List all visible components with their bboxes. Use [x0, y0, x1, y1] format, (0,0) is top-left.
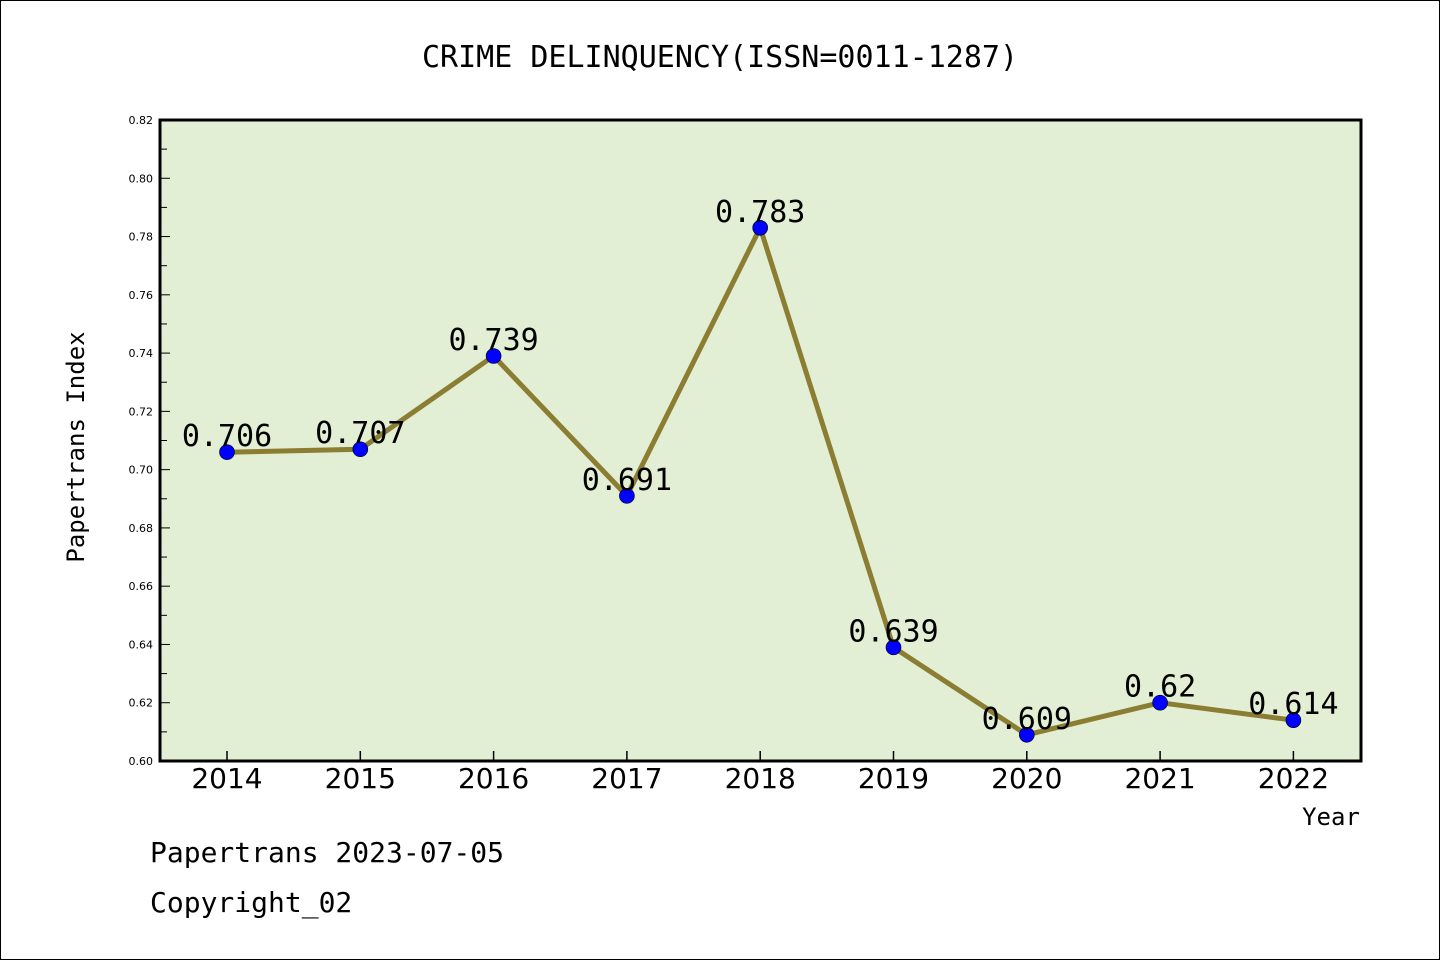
x-axis-label: Year	[1302, 803, 1360, 831]
x-tick-label: 2018	[725, 762, 796, 795]
data-label: 0.62	[1124, 670, 1196, 705]
data-label: 0.609	[982, 702, 1072, 737]
data-points	[219, 220, 1302, 743]
y-tick-label: 0.68	[129, 522, 154, 535]
y-tick-label: 0.74	[129, 347, 154, 360]
data-point	[352, 441, 369, 458]
y-tick-label: 0.78	[129, 231, 154, 244]
y-tick-label: 0.82	[129, 114, 154, 127]
data-point	[752, 220, 769, 236]
y-tick-label: 0.80	[129, 172, 154, 185]
data-label: 0.707	[315, 416, 405, 451]
data-label: 0.614	[1248, 687, 1338, 722]
x-tick-label: 2022	[1258, 762, 1329, 795]
y-tick-label: 0.70	[129, 464, 154, 477]
data-point	[1019, 726, 1035, 743]
y-tick-label: 0.66	[129, 580, 154, 593]
data-point	[1285, 712, 1302, 729]
data-label: 0.691	[582, 463, 672, 498]
data-point	[219, 444, 235, 460]
data-label: 0.706	[182, 419, 272, 454]
data-label: 0.783	[715, 195, 805, 230]
footer-copyright: Copyright_02	[150, 886, 353, 919]
data-label: 0.739	[448, 323, 538, 358]
x-tick-label: 2014	[191, 762, 262, 795]
footer-date: Papertrans 2023-07-05	[150, 836, 505, 869]
x-tick-label: 2015	[325, 762, 396, 795]
data-point	[619, 488, 635, 504]
y-axis: 0.60 0.62 0.64 0.66 0.68 0.70 0.72 0.74 0.76 0.78…	[129, 114, 170, 768]
y-tick-label: 0.72	[129, 405, 154, 418]
y-tick-label: 0.64	[129, 638, 154, 651]
y-tick-label: 0.60	[129, 755, 154, 768]
x-axis: 2014 2015 2016 2017 2018 2019 2020 2021 2022	[191, 751, 1329, 795]
x-tick-label: 2020	[991, 762, 1062, 795]
data-point	[485, 348, 502, 364]
y-tick-label: 0.76	[129, 289, 154, 302]
x-tick-label: 2016	[458, 762, 529, 795]
data-labels: 0.706 0.707 0.739 0.691 0.783 0.639 0.609 0.62 0…	[182, 195, 1339, 737]
y-axis-label: Papertrans Index	[62, 331, 90, 562]
x-tick-label: 2021	[1124, 762, 1195, 795]
chart-title: CRIME DELINQUENCY(ISSN=0011-1287)	[422, 40, 1018, 75]
data-point	[1152, 694, 1168, 711]
x-tick-label: 2017	[591, 762, 662, 795]
data-label: 0.639	[848, 614, 938, 649]
y-tick-label: 0.62	[129, 697, 154, 710]
data-point	[885, 639, 902, 656]
x-tick-label: 2019	[858, 762, 929, 795]
